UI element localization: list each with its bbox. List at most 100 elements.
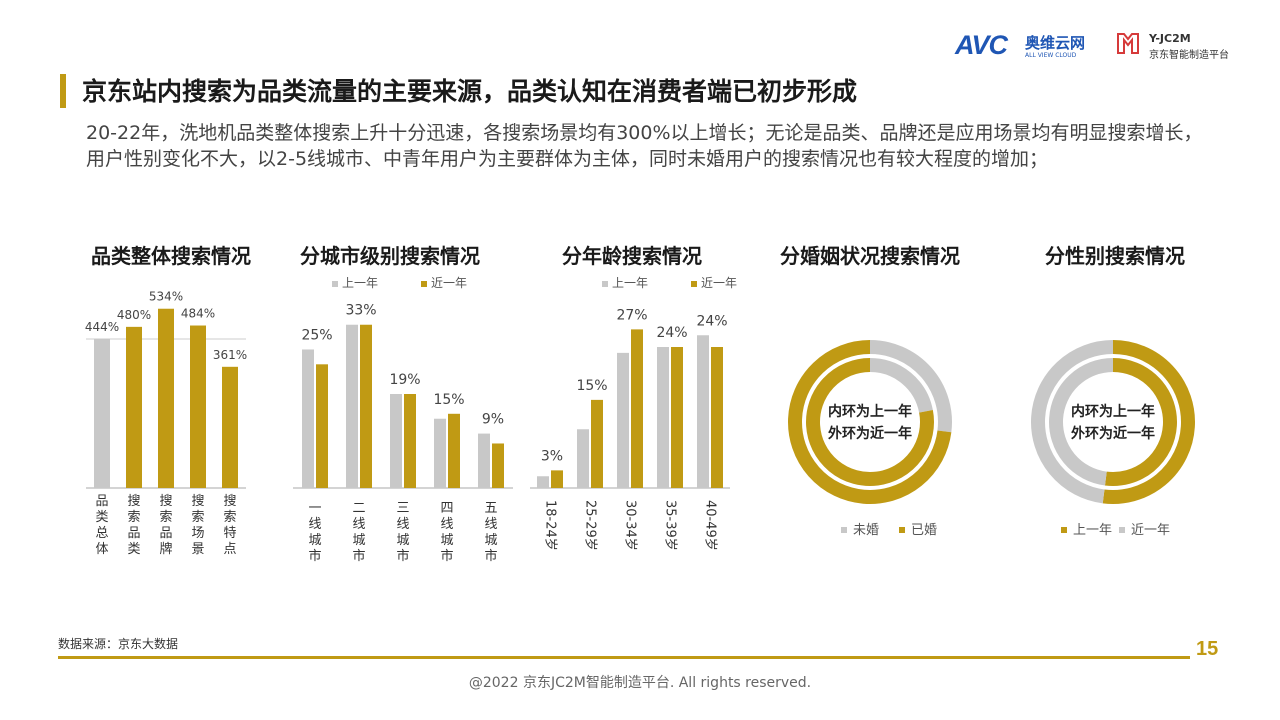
chart4-center-text: 外环为近一年 bbox=[828, 425, 912, 442]
chart3-value-label: 24% bbox=[696, 313, 727, 329]
avc-logo: AVC 奥维云网 ALL VIEW CLOUD bbox=[955, 30, 1085, 61]
chart2-bar-prev bbox=[346, 324, 358, 488]
chart5-legend-swatch bbox=[1061, 527, 1067, 533]
chart4-outer-segment bbox=[869, 340, 952, 433]
chart2-legend-swatch-recent bbox=[421, 281, 427, 287]
chart2-bar-recent bbox=[492, 443, 504, 488]
chart3-bar-recent bbox=[631, 329, 643, 488]
chart-title-marital: 分婚姻状况搜索情况 bbox=[780, 244, 960, 268]
chart5-inner-segment bbox=[1049, 358, 1114, 486]
chart5-center-text: 外环为近一年 bbox=[1071, 425, 1155, 442]
chart1-value-label: 444% bbox=[85, 320, 119, 334]
chart3-category-label: 30-34岁 bbox=[623, 500, 638, 551]
chart2-legend-swatch-prev bbox=[332, 281, 338, 287]
chart3-category-label: 35-39岁 bbox=[663, 500, 678, 551]
jc2m-logo-icon bbox=[1117, 33, 1139, 54]
chart1-category-label: 搜索特点 bbox=[223, 494, 236, 557]
chart2-bar-recent bbox=[404, 394, 416, 488]
chart3-value-label: 3% bbox=[541, 448, 563, 464]
chart2-bar-prev bbox=[434, 418, 446, 488]
chart1-bar bbox=[126, 326, 142, 488]
data-source: 数据来源：京东大数据 bbox=[58, 637, 179, 651]
chart2-value-label: 19% bbox=[389, 372, 420, 388]
avc-logo-cn: 奥维云网 bbox=[1025, 34, 1086, 52]
chart1-bar bbox=[190, 325, 206, 488]
chart3-value-label: 15% bbox=[576, 378, 607, 394]
chart1-bar bbox=[222, 366, 238, 488]
chart5-outer-segment bbox=[1102, 340, 1195, 504]
chart3-value-label: 24% bbox=[656, 325, 687, 341]
chart3-bar-prev bbox=[657, 347, 669, 488]
chart3-legend-swatch-prev bbox=[602, 281, 608, 287]
chart3-category-label: 25-29岁 bbox=[583, 500, 598, 551]
avc-logo-en: ALL VIEW CLOUD bbox=[1025, 52, 1077, 59]
title-accent-bar bbox=[60, 74, 66, 108]
page-title: 京东站内搜索为品类流量的主要来源，品类认知在消费者端已初步形成 bbox=[82, 77, 858, 106]
chart5-inner-segment bbox=[1104, 358, 1177, 486]
chart3-category-label: 40-49岁 bbox=[703, 500, 718, 551]
chart2-value-label: 33% bbox=[345, 303, 376, 319]
chart2-category-label: 五线城市 bbox=[484, 501, 497, 564]
footer-divider bbox=[58, 656, 1190, 659]
chart3-bar-recent bbox=[671, 347, 683, 488]
chart4-legend-swatch bbox=[899, 527, 905, 533]
chart1-value-label: 480% bbox=[117, 308, 151, 322]
chart3-bar-prev bbox=[537, 476, 549, 488]
jc2m-logo-line1: Y-JC2M bbox=[1149, 32, 1191, 45]
chart3-bar-prev bbox=[617, 352, 629, 488]
chart4-outer-segment bbox=[788, 340, 952, 504]
chart4-legend-swatch bbox=[841, 527, 847, 533]
chart2-bar-recent bbox=[360, 324, 372, 488]
chart2-legend-label-recent: 近一年 bbox=[431, 276, 467, 290]
chart-title-gender: 分性别搜索情况 bbox=[1045, 244, 1185, 268]
chart5-outer-segment bbox=[1031, 340, 1114, 504]
chart3-category-label: 18-24岁 bbox=[543, 500, 558, 551]
chart3-legend-swatch-recent bbox=[691, 281, 697, 287]
chart3-bar-prev bbox=[697, 335, 709, 488]
chart1-category-label: 品类总体 bbox=[95, 494, 108, 557]
chart3-value-label: 27% bbox=[616, 307, 647, 323]
chart2-bar-recent bbox=[316, 364, 328, 488]
chart3-bar-recent bbox=[711, 347, 723, 488]
chart3-bar-prev bbox=[577, 429, 589, 488]
chart1-category-label: 搜索品牌 bbox=[159, 494, 172, 557]
chart2-category-label: 三线城市 bbox=[396, 501, 409, 564]
chart1-category-label: 搜索品类 bbox=[127, 494, 140, 557]
chart2-bar-prev bbox=[302, 349, 314, 488]
chart3-bar-recent bbox=[591, 399, 603, 488]
chart2-legend-label-prev: 上一年 bbox=[342, 276, 378, 290]
chart4-legend-label: 未婚 bbox=[853, 523, 879, 538]
chart3-legend-label-prev: 上一年 bbox=[612, 276, 648, 290]
chart1-category-label: 搜索场景 bbox=[191, 494, 204, 557]
chart2-category-label: 二线城市 bbox=[352, 501, 365, 564]
chart-title-city: 分城市级别搜索情况 bbox=[300, 244, 480, 268]
chart2-bar-prev bbox=[478, 433, 490, 488]
chart-title-age: 分年龄搜索情况 bbox=[562, 244, 702, 268]
chart5-legend-swatch bbox=[1119, 527, 1125, 533]
chart2-category-label: 一线城市 bbox=[308, 501, 321, 564]
chart2-value-label: 15% bbox=[433, 392, 464, 408]
copyright: @2022 京东JC2M智能制造平台. All rights reserved. bbox=[468, 675, 812, 691]
chart3-bar-recent bbox=[551, 470, 563, 488]
chart2-category-label: 四线城市 bbox=[440, 501, 453, 564]
page-subtitle: 20-22年，洗地机品类整体搜索上升十分迅速，各搜索场景均有300%以上增长；无… bbox=[86, 122, 1203, 170]
chart1-bar bbox=[94, 338, 110, 488]
chart1-value-label: 534% bbox=[149, 290, 183, 304]
chart2-bar-recent bbox=[448, 413, 460, 488]
chart4-legend-label: 已婚 bbox=[911, 523, 937, 538]
chart5-legend-label: 上一年 bbox=[1073, 523, 1112, 538]
page-number: 15 bbox=[1196, 638, 1219, 660]
jc2m-logo-line2: 京东智能制造平台 bbox=[1149, 50, 1229, 61]
chart2-value-label: 25% bbox=[301, 327, 332, 343]
chart1-value-label: 484% bbox=[181, 307, 215, 321]
chart3-legend-label-recent: 近一年 bbox=[701, 276, 737, 290]
chart4-inner-segment bbox=[806, 358, 934, 486]
chart5-center-text: 内环为上一年 bbox=[1071, 403, 1155, 420]
chart2-bar-prev bbox=[390, 394, 402, 488]
avc-logo-text: AVC bbox=[955, 30, 1008, 60]
chart5-legend-label: 近一年 bbox=[1131, 523, 1170, 538]
chart1-bar bbox=[158, 308, 174, 488]
chart2-value-label: 9% bbox=[482, 412, 504, 428]
chart-title-category: 品类整体搜索情况 bbox=[91, 244, 251, 268]
